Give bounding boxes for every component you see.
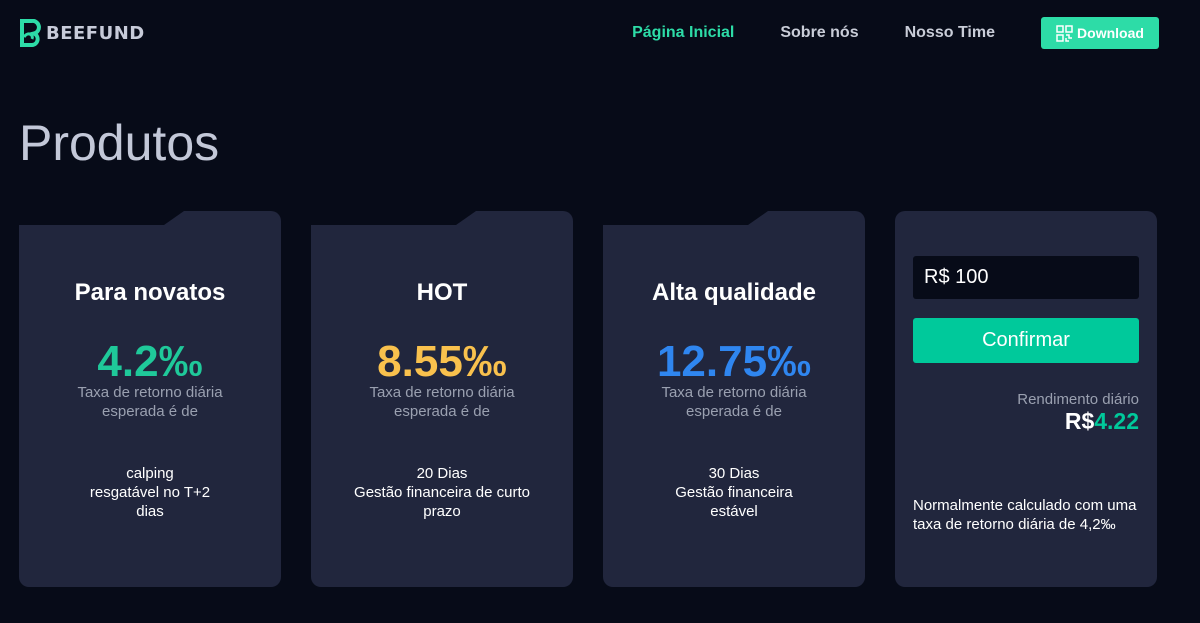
product-card-alta-qualidade[interactable]: Alta qualidade 12.75‰ Taxa de retorno di… bbox=[603, 211, 865, 587]
yield-value: R$4.22 bbox=[1064, 408, 1139, 434]
beefund-logo-icon bbox=[20, 19, 41, 47]
product-card-novatos[interactable]: Para novatos 4.2‰ Taxa de retorno diária… bbox=[19, 211, 281, 587]
product-rate: 8.55‰ bbox=[377, 337, 507, 386]
confirm-button[interactable]: Confirmar bbox=[913, 318, 1139, 363]
nav-about[interactable]: Sobre nós bbox=[780, 24, 859, 41]
page-title: Produtos bbox=[19, 115, 220, 171]
qr-code-icon bbox=[1056, 24, 1073, 42]
calculation-note: Normalmente calculado com uma taxa de re… bbox=[913, 497, 1137, 533]
yield-label: Rendimento diário bbox=[1017, 391, 1139, 408]
nav-home[interactable]: Página Inicial bbox=[632, 24, 735, 41]
nav-team[interactable]: Nosso Time bbox=[904, 24, 995, 41]
logo[interactable]: BEEFUND bbox=[19, 19, 145, 47]
product-info: 30 Dias Gestão financeira estável bbox=[675, 465, 793, 520]
product-title: Alta qualidade bbox=[651, 279, 817, 306]
brand-name: BEEFUND bbox=[46, 22, 145, 44]
product-desc: Taxa de retorno diária esperada é de bbox=[369, 384, 515, 420]
product-desc: Taxa de retorno diária esperada é de bbox=[661, 384, 807, 420]
product-rate: 4.2‰ bbox=[97, 337, 203, 386]
product-desc: Taxa de retorno diária esperada é de bbox=[77, 384, 223, 420]
product-title: Para novatos bbox=[74, 279, 226, 306]
download-label: Download bbox=[1077, 25, 1144, 41]
yield-calculator: Confirmar Rendimento diário R$4.22 Norma… bbox=[895, 211, 1157, 587]
product-title: HOT bbox=[416, 279, 468, 306]
product-rate: 12.75‰ bbox=[656, 337, 812, 386]
main-nav: Página Inicial Sobre nós Nosso Time Down… bbox=[632, 17, 1159, 49]
product-info: 20 Dias Gestão financeira de curto prazo bbox=[354, 465, 530, 520]
product-card-hot[interactable]: HOT 8.55‰ Taxa de retorno diária esperada… bbox=[311, 211, 573, 587]
amount-input[interactable] bbox=[913, 256, 1139, 299]
product-info: calping resgatável no T+2 dias bbox=[89, 465, 211, 520]
download-button[interactable]: Download bbox=[1041, 17, 1159, 49]
